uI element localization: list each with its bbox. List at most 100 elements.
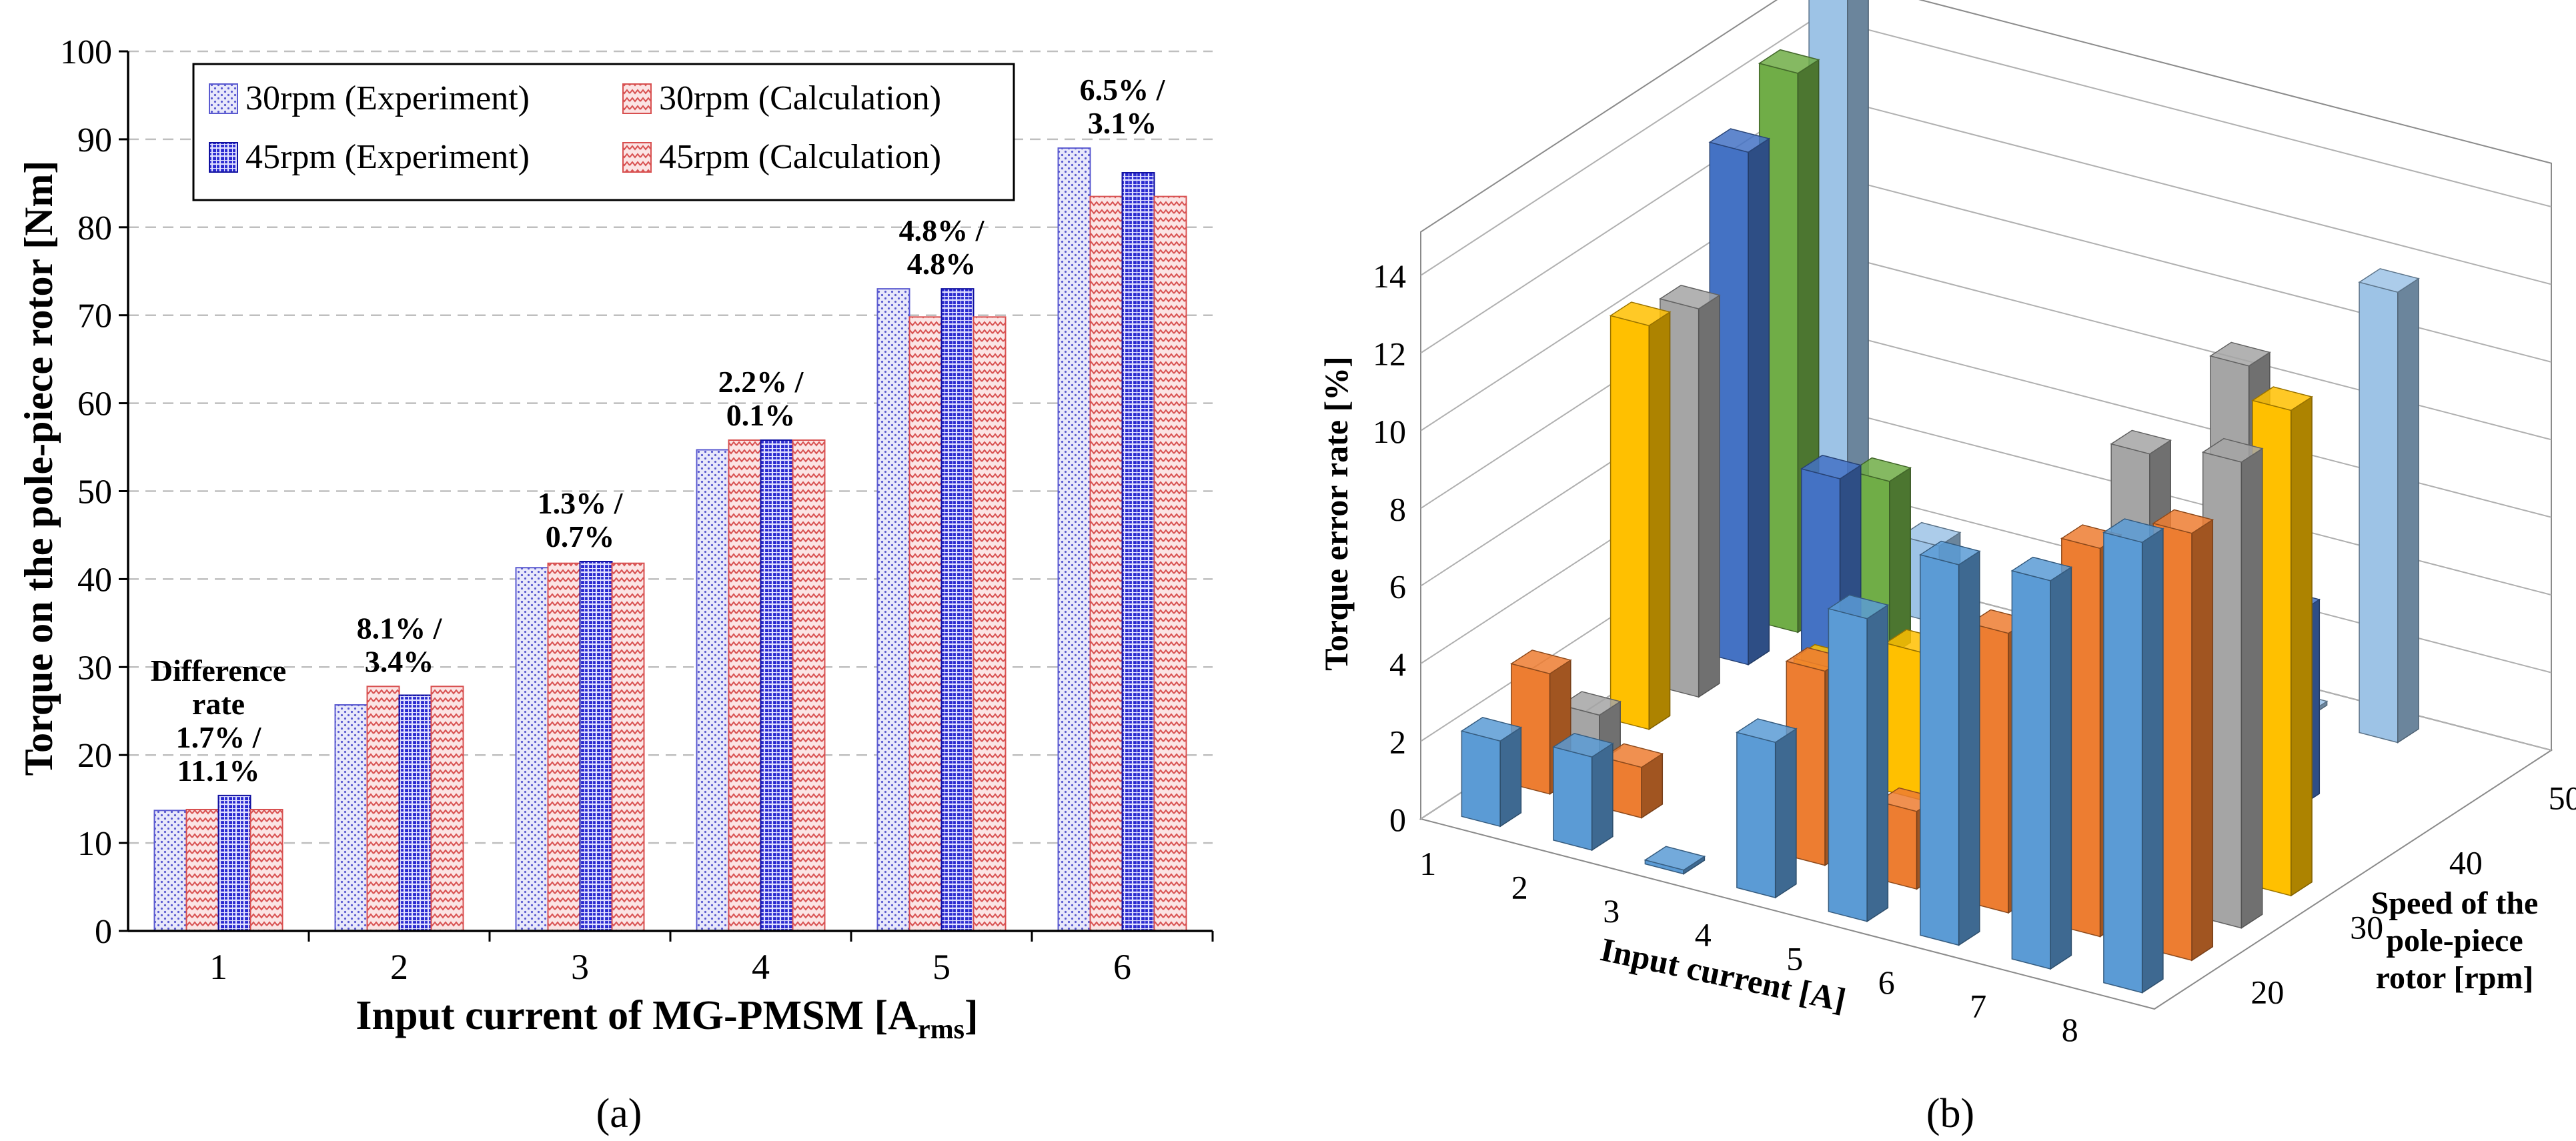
- x-axis-label: Input current of MG-PMSM [Arms]: [356, 993, 978, 1045]
- bar: [366, 686, 400, 932]
- x-tick-label: 2: [390, 947, 408, 987]
- bar-3d: [2102, 518, 2164, 994]
- bar: [217, 794, 251, 932]
- annotation-line: 0.1%: [726, 398, 796, 432]
- bar: [728, 439, 762, 932]
- bar: [876, 288, 910, 932]
- annotation-line: 3.4%: [365, 644, 434, 678]
- y-tick-label: 100: [60, 33, 112, 71]
- x-tick-label-3d: 2: [1511, 868, 1528, 906]
- x-tick-label-3d: 7: [1970, 988, 1986, 1025]
- bar: [185, 808, 219, 932]
- annotation-line: 4.8%: [907, 247, 977, 281]
- annotation-line: Difference: [151, 654, 286, 688]
- annotation-line: 3.1%: [1088, 106, 1157, 140]
- annotation-line: 1.7% /: [176, 720, 262, 754]
- x-axis-label-subscript: rms: [918, 1014, 964, 1045]
- bar: [792, 439, 826, 932]
- x-tick-label-3d: 4: [1695, 916, 1712, 954]
- legend: 30rpm (Experiment) 30rpm (Calculation) 45r…: [192, 63, 1015, 201]
- z-tick-label: 14: [1373, 257, 1406, 295]
- bar: [908, 316, 942, 932]
- bar: [760, 439, 794, 932]
- x-tick-label: 6: [1113, 947, 1131, 987]
- legend-swatch: [209, 83, 238, 114]
- bar: [973, 316, 1007, 932]
- x-tick-label: 5: [932, 947, 950, 987]
- speed-tick-label: 40: [2449, 844, 2483, 882]
- legend-label: 30rpm (Experiment): [245, 79, 530, 117]
- bar: [398, 694, 432, 932]
- y-tick-label: 60: [77, 385, 112, 423]
- speed-axis-label-line-3: rotor [rpm]: [2376, 960, 2534, 996]
- y-axis-label: Torque on the pole-piece rotor [Nm]: [17, 161, 61, 776]
- x-tick-label: 1: [209, 947, 227, 987]
- panel-label-b: (b): [1926, 1091, 1974, 1136]
- legend-swatch: [622, 142, 652, 173]
- y-tick-label: 0: [95, 913, 112, 951]
- bar-3d: [1460, 716, 1523, 828]
- x-tick-label-3d: 8: [2062, 1011, 2078, 1048]
- legend-label: 30rpm (Calculation): [659, 79, 941, 117]
- annotation-line: 11.1%: [177, 754, 260, 788]
- legend-box: [192, 63, 1015, 201]
- annotation-line: 4.8% /: [899, 213, 985, 247]
- bar: [547, 562, 581, 932]
- bar: [1153, 195, 1187, 932]
- bar-3d: [1552, 732, 1614, 852]
- y-tick-label: 80: [77, 209, 112, 247]
- z-tick-label: 8: [1389, 490, 1406, 527]
- x-axis-label-main: Input current of MG-PMSM [A: [356, 993, 918, 1038]
- speed-axis-label: Speed of the pole-piece rotor [rpm]: [2371, 886, 2539, 996]
- z-tick-label: 10: [1373, 413, 1406, 450]
- speed-axis-label-line-1: Speed of the: [2371, 886, 2539, 921]
- bar: [940, 288, 975, 932]
- y-tick-label: 50: [77, 473, 112, 511]
- bar: [1121, 172, 1155, 932]
- bar: [515, 567, 549, 932]
- y-tick-label: 30: [77, 649, 112, 687]
- x-axis-label-close: ]: [964, 993, 979, 1038]
- bar: [696, 449, 730, 932]
- 3d-bars: [1460, 0, 2420, 994]
- annotation-line: rate: [192, 687, 245, 721]
- bar-3d: [2358, 268, 2420, 744]
- z-tick-label: 12: [1373, 335, 1406, 372]
- x-tick-label: 4: [752, 947, 770, 987]
- bar: [579, 561, 613, 932]
- x-axis-label-3d: Input current [A]: [1597, 930, 1850, 1019]
- x-tick-label: 3: [571, 947, 589, 987]
- y-tick-label: 40: [77, 561, 112, 599]
- bar-3d: [1827, 594, 1890, 923]
- bar-3d: [1736, 718, 1798, 899]
- annotation-line: 2.2% /: [718, 365, 804, 399]
- annotation-line: 6.5% /: [1080, 73, 1166, 107]
- z-tick-label: 4: [1389, 646, 1406, 683]
- legend-swatch: [209, 142, 238, 173]
- z-tick-label: 2: [1389, 724, 1406, 761]
- z-axis-label: Torque error rate [%]: [1317, 356, 1355, 671]
- y-tick-label: 90: [77, 121, 112, 159]
- bar: [249, 808, 283, 932]
- legend-label: 45rpm (Experiment): [245, 138, 530, 176]
- legend-label: 45rpm (Calculation): [659, 138, 941, 176]
- y-tick-label: 10: [77, 825, 112, 863]
- bar-series: [153, 147, 1187, 932]
- annotation-line: 1.3% /: [538, 486, 624, 520]
- panel-label-a: (a): [596, 1091, 642, 1136]
- bar: [611, 562, 645, 932]
- annotation-line: 0.7%: [546, 519, 615, 553]
- x-tick-label-3d: 6: [1878, 964, 1895, 1001]
- z-tick-label: 0: [1389, 801, 1406, 838]
- x-tick-label-3d: 1: [1419, 845, 1436, 882]
- y-tick-label: 70: [77, 297, 112, 335]
- annotation-line: 8.1% /: [357, 611, 443, 645]
- bar-3d: [1609, 301, 1672, 731]
- bar: [334, 704, 368, 932]
- bar-3d: [1919, 540, 1981, 946]
